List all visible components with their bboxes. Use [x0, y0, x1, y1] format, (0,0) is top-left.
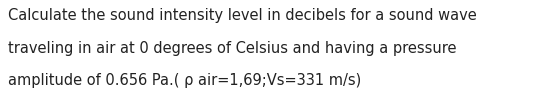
Text: Calculate the sound intensity level in decibels for a sound wave: Calculate the sound intensity level in d…	[8, 8, 477, 23]
Text: traveling in air at 0 degrees of Celsius and having a pressure: traveling in air at 0 degrees of Celsius…	[8, 41, 457, 56]
Text: amplitude of 0.656 Pa.( ρ air=1,69;Vs=331 m/s): amplitude of 0.656 Pa.( ρ air=1,69;Vs=33…	[8, 74, 362, 89]
